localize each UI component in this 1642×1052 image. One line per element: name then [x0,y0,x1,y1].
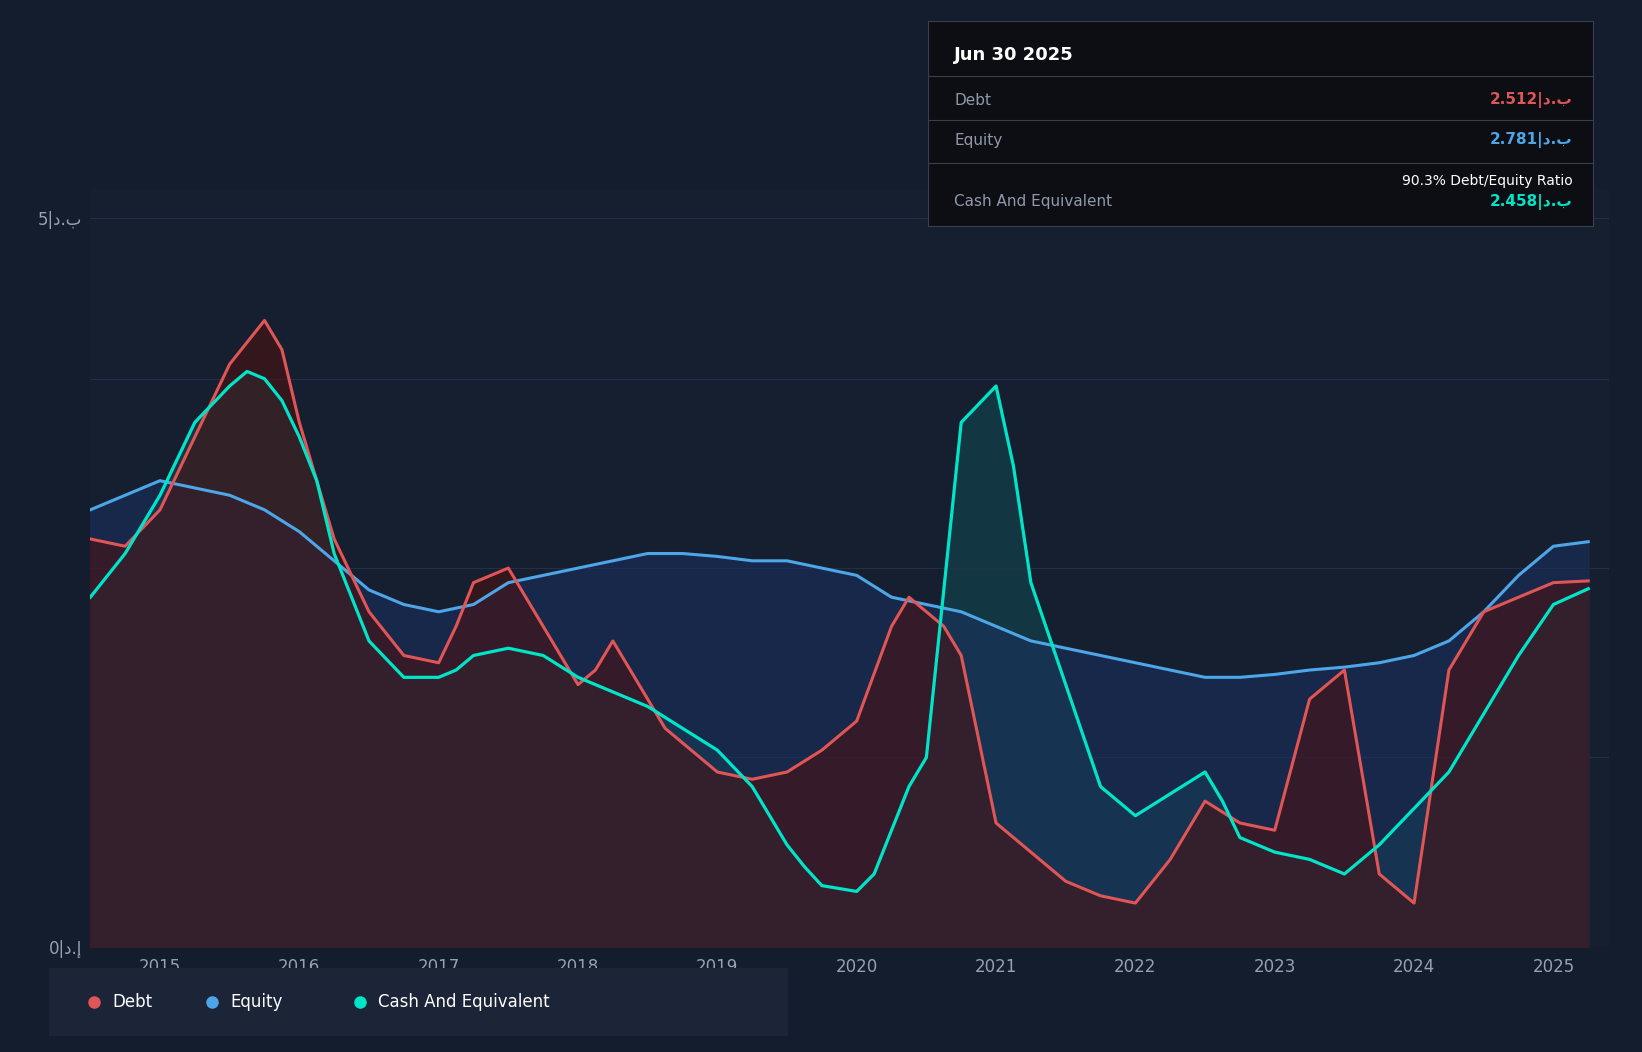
Text: Debt: Debt [954,93,992,107]
Text: 90.3% Debt/Equity Ratio: 90.3% Debt/Equity Ratio [1402,174,1573,188]
Text: Cash And Equivalent: Cash And Equivalent [954,194,1113,209]
Text: Debt: Debt [112,993,153,1011]
Text: 2.781|د.ب: 2.781|د.ب [1491,132,1573,148]
Text: 2.458|د.ب: 2.458|د.ب [1489,194,1573,209]
Text: Jun 30 2025: Jun 30 2025 [954,45,1074,64]
Text: 2.512|د.ب: 2.512|د.ب [1489,92,1573,108]
Text: Equity: Equity [230,993,282,1011]
Text: Cash And Equivalent: Cash And Equivalent [378,993,550,1011]
Text: Equity: Equity [954,133,1003,147]
